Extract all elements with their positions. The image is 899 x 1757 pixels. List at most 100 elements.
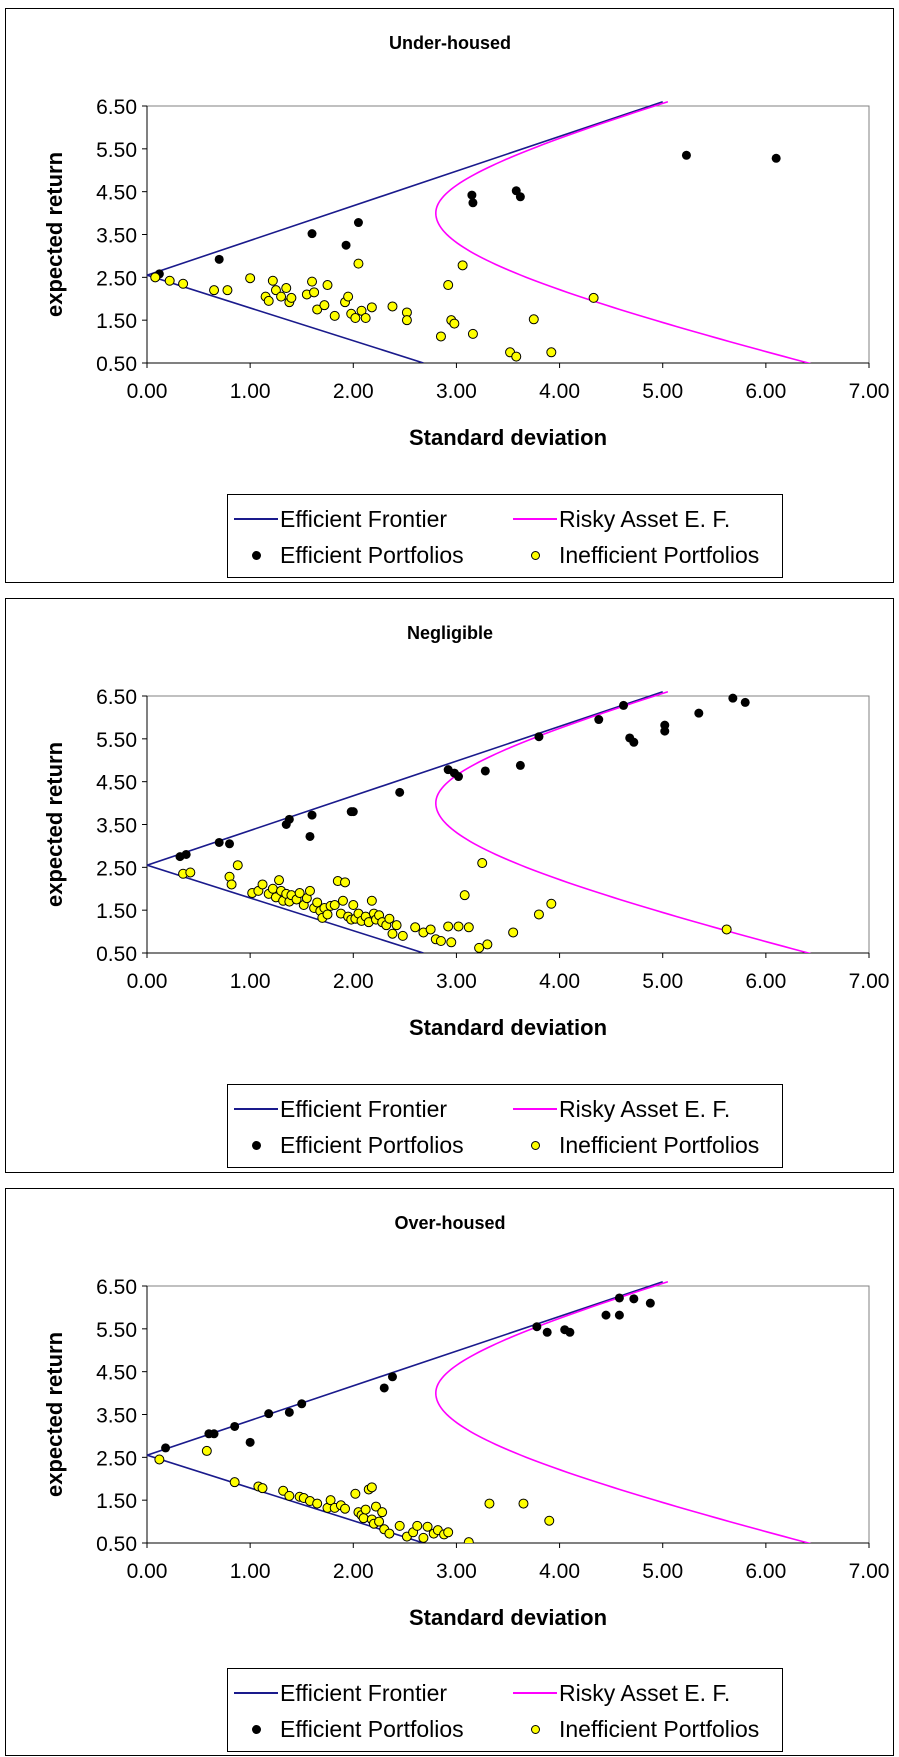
efficient-portfolio-point xyxy=(601,1310,611,1320)
legend-line-icon xyxy=(513,1692,557,1694)
inefficient-portfolio-point xyxy=(721,924,732,935)
x-tick-label: 1.00 xyxy=(230,380,271,403)
y-tick-label: 6.50 xyxy=(96,96,137,119)
inefficient-portfolio-point xyxy=(325,1495,336,1506)
inefficient-portfolio-point xyxy=(387,301,398,312)
legend-label: Efficient Frontier xyxy=(280,505,448,532)
y-tick-label: 6.50 xyxy=(96,1276,137,1299)
inefficient-portfolio-point xyxy=(353,258,364,269)
efficient-portfolio-point xyxy=(614,1310,624,1320)
chart-panel-over-housed: Over-housed 0.50 1.50 2.50 3.50 4.50 5.50 6.50 0… xyxy=(5,1188,894,1756)
inefficient-portfolio-point xyxy=(467,328,478,339)
y-tick-label: 1.50 xyxy=(96,1490,137,1513)
inefficient-portfolio-point xyxy=(274,875,285,886)
efficient-portfolio-point xyxy=(264,1409,274,1419)
legend-line-icon xyxy=(234,1692,278,1694)
inefficient-portfolio-point xyxy=(281,283,292,294)
inefficient-portfolio-point xyxy=(484,1498,495,1509)
y-tick-label: 3.50 xyxy=(96,225,137,248)
x-tick-label: 3.00 xyxy=(436,1560,477,1583)
inefficient-portfolio-point xyxy=(276,291,287,302)
efficient-portfolio-point xyxy=(297,1399,307,1409)
efficient-portfolio-point xyxy=(161,1443,171,1453)
y-tick-label: 5.50 xyxy=(96,1319,137,1342)
efficient-portfolio-point xyxy=(694,708,704,718)
plot-series-group xyxy=(147,690,812,953)
efficient-portfolio-point xyxy=(453,772,463,782)
efficient-portfolio-point xyxy=(305,831,315,841)
inefficient-portfolio-point xyxy=(463,922,474,933)
y-tick-label: 2.50 xyxy=(96,1447,137,1470)
efficient-portfolio-point xyxy=(395,787,405,797)
legend-label: Risky Asset E. F. xyxy=(559,505,731,532)
inefficient-portfolio-point xyxy=(533,909,544,920)
efficient-portfolio-point xyxy=(284,1407,294,1417)
inefficient-portfolio-point xyxy=(546,898,557,909)
inefficient-portfolio-point xyxy=(374,1516,385,1527)
inefficient-portfolio-point xyxy=(546,347,557,358)
efficient-frontier-line xyxy=(147,1280,663,1543)
inefficient-portfolio-point xyxy=(384,913,395,924)
chart-panel-negligible: Negligible 0.50 1.50 2.50 3.50 4.50 5.50 6.50 0.… xyxy=(5,598,894,1173)
inefficient-portfolio-point xyxy=(418,1532,429,1543)
x-tick-label: 3.00 xyxy=(436,380,477,403)
inefficient-portfolio-point xyxy=(319,300,330,311)
x-tick-label: 4.00 xyxy=(539,380,580,403)
legend-line-icon xyxy=(234,1108,278,1110)
inefficient-portfolio-point xyxy=(284,1490,295,1501)
legend-label: Risky Asset E. F. xyxy=(559,1095,731,1122)
legend-line-icon xyxy=(513,518,557,520)
y-tick-label: 6.50 xyxy=(96,686,137,709)
inefficient-portfolio-point xyxy=(446,937,457,948)
inefficient-portfolio-point xyxy=(201,1445,212,1456)
inefficient-portfolio-point xyxy=(350,313,361,324)
legend-item-inefficient-portfolios: Inefficient Portfolios xyxy=(511,1712,759,1746)
x-tick-label: 7.00 xyxy=(849,380,890,403)
inefficient-portfolio-point xyxy=(412,1520,423,1531)
y-tick-label: 5.50 xyxy=(96,729,137,752)
inefficient-portfolio-point xyxy=(443,1527,454,1538)
inefficient-portfolio-point xyxy=(443,280,454,291)
inefficient-portfolio-point xyxy=(511,351,522,362)
chart-title: Over-housed xyxy=(394,1213,505,1233)
efficient-frontier-line xyxy=(147,690,663,953)
efficient-portfolio-point xyxy=(307,229,317,239)
efficient-portfolio-point xyxy=(379,1383,389,1393)
inefficient-portfolio-point xyxy=(384,1528,395,1539)
legend-item-inefficient-portfolios: Inefficient Portfolios xyxy=(511,1128,759,1162)
inefficient-portfolio-point xyxy=(453,921,464,932)
efficient-portfolio-point xyxy=(341,240,351,250)
x-tick-label: 5.00 xyxy=(642,380,683,403)
inefficient-portfolio-point xyxy=(312,1498,323,1509)
y-tick-label: 4.50 xyxy=(96,1362,137,1385)
legend-item-efficient-frontier: Efficient Frontier xyxy=(232,1676,447,1710)
inefficient-portfolio-point xyxy=(459,890,470,901)
legend-label: Efficient Frontier xyxy=(280,1679,448,1706)
inefficient-portfolio-point xyxy=(178,278,189,289)
x-tick-label: 1.00 xyxy=(230,1560,271,1583)
inefficient-portfolio-point xyxy=(312,304,323,315)
legend-line-icon xyxy=(513,1108,557,1110)
inefficient-portfolio-point xyxy=(304,885,315,896)
legend-item-risky-asset-ef: Risky Asset E. F. xyxy=(511,502,730,536)
inefficient-portfolio-point xyxy=(270,285,281,296)
legend-label: Risky Asset E. F. xyxy=(559,1679,731,1706)
chart-legend: Efficient Frontier Risky Asset E. F. Eff… xyxy=(227,1668,783,1752)
inefficient-portfolio-point xyxy=(348,900,359,911)
efficient-portfolio-point xyxy=(467,190,477,200)
chart-title: Under-housed xyxy=(389,33,511,53)
plot-area xyxy=(146,1285,870,1544)
risky-asset-frontier-curve xyxy=(434,100,812,363)
inefficient-portfolio-point xyxy=(387,928,398,939)
legend-label: Efficient Frontier xyxy=(280,1095,448,1122)
efficient-portfolio-point xyxy=(214,254,224,264)
inefficient-portfolio-point xyxy=(150,272,161,283)
efficient-portfolio-point xyxy=(645,1298,655,1308)
y-axis-label: expected return xyxy=(42,152,67,317)
inefficient-portfolio-point xyxy=(343,291,354,302)
x-tick-label: 4.00 xyxy=(539,970,580,993)
efficient-portfolio-point xyxy=(771,153,781,163)
inefficient-portfolio-point xyxy=(257,879,268,890)
x-tick-label: 0.00 xyxy=(127,380,168,403)
chart-panel-under-housed: Under-housed 0.50 1.50 2.50 3.50 4.50 5.50 6.50… xyxy=(5,8,894,583)
